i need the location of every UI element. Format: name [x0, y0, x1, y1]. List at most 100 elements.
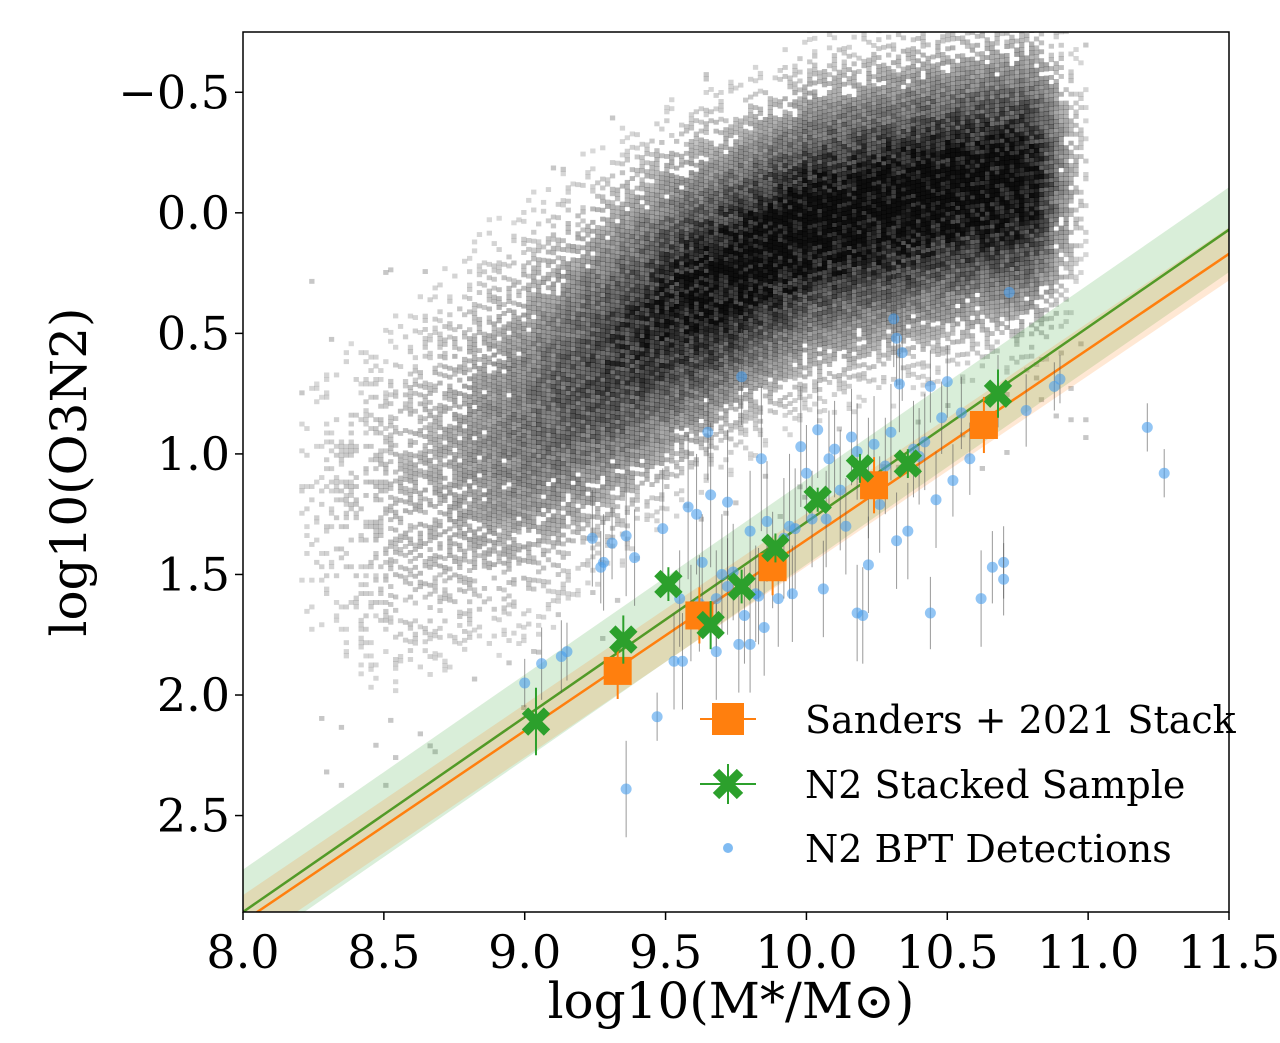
density-bin [679, 180, 685, 186]
density-bin [649, 410, 655, 416]
density-bin [491, 539, 497, 545]
density-bin [605, 342, 611, 348]
density-bin [496, 407, 502, 413]
density-bin [540, 436, 547, 442]
density-bin [605, 217, 611, 223]
density-bin [412, 382, 418, 387]
density-bin [664, 203, 670, 208]
density-bin [565, 363, 571, 369]
density-bin [565, 412, 571, 418]
density-bin [555, 362, 561, 368]
density-bin [738, 212, 744, 217]
density-bin [417, 472, 423, 478]
density-bin [688, 219, 695, 225]
density-bin [536, 404, 542, 410]
density-bin [723, 314, 729, 320]
density-bin [467, 255, 473, 261]
density-bin [531, 368, 537, 373]
density-bin [486, 422, 492, 428]
density-bin [595, 363, 601, 369]
density-bin [447, 463, 453, 469]
density-bin [748, 335, 754, 341]
density-bin [664, 274, 670, 280]
density-bin [659, 296, 665, 301]
density-bin [555, 389, 561, 395]
density-bin [422, 451, 428, 457]
density-bin [555, 465, 561, 470]
density-bin [595, 430, 601, 436]
density-bin [432, 454, 438, 460]
density-bin [679, 243, 685, 248]
density-bin [649, 205, 655, 211]
density-bin [605, 262, 611, 267]
density-bin [679, 439, 685, 445]
density-bin [481, 536, 488, 542]
density-bin [531, 461, 537, 467]
density-bin [575, 494, 581, 500]
density-bin [614, 410, 621, 416]
density-bin [634, 484, 640, 490]
density-bin [669, 275, 675, 281]
density-bin [733, 388, 739, 394]
density-bin [703, 214, 709, 220]
density-bin [393, 416, 399, 421]
density-bin [560, 372, 566, 377]
density-bin [496, 474, 502, 480]
density-bin [723, 319, 729, 324]
density-bin [634, 185, 640, 191]
density-bin [639, 396, 645, 401]
density-bin [565, 296, 571, 302]
density-bin [595, 309, 601, 315]
density-bin [688, 246, 695, 251]
density-bin [462, 361, 468, 367]
density-bin [649, 441, 655, 447]
density-bin [644, 280, 650, 286]
density-bin [708, 278, 714, 284]
density-bin [624, 447, 630, 453]
density-bin [570, 511, 576, 517]
density-bin [476, 486, 483, 492]
density-bin [486, 337, 492, 343]
density-bin [649, 312, 655, 318]
density-bin [545, 240, 552, 246]
density-bin [605, 253, 611, 258]
density-bin [501, 422, 507, 428]
density-bin [575, 356, 581, 362]
density-bin [693, 162, 699, 168]
density-bin [708, 376, 714, 382]
density-bin [501, 377, 507, 383]
density-bin [348, 430, 354, 436]
density-bin [540, 463, 547, 468]
density-bin [358, 564, 364, 570]
density-bin [708, 417, 714, 422]
density-bin [664, 390, 670, 396]
density-bin [693, 296, 699, 302]
density-bin [491, 276, 497, 282]
density-bin [669, 164, 675, 170]
density-bin [688, 205, 695, 211]
density-bin [378, 430, 384, 436]
density-bin [467, 461, 473, 466]
density-bin [693, 185, 699, 190]
density-bin [570, 377, 576, 383]
density-bin [565, 328, 571, 333]
density-bin [526, 581, 532, 587]
density-bin [393, 634, 399, 640]
density-bin [521, 433, 527, 438]
density-bin [614, 513, 621, 518]
density-bin [664, 332, 670, 338]
density-bin [624, 420, 630, 426]
density-bin [373, 551, 379, 556]
density-bin [629, 497, 635, 503]
density-bin [659, 255, 665, 261]
density-bin [605, 364, 611, 370]
density-bin [703, 165, 709, 171]
density-bin [698, 128, 704, 134]
density-bin [664, 296, 670, 302]
density-bin [333, 573, 340, 579]
density-bin [407, 393, 414, 399]
density-bin [437, 309, 443, 315]
density-bin [368, 426, 374, 431]
density-bin [575, 262, 581, 268]
density-bin [560, 367, 566, 373]
